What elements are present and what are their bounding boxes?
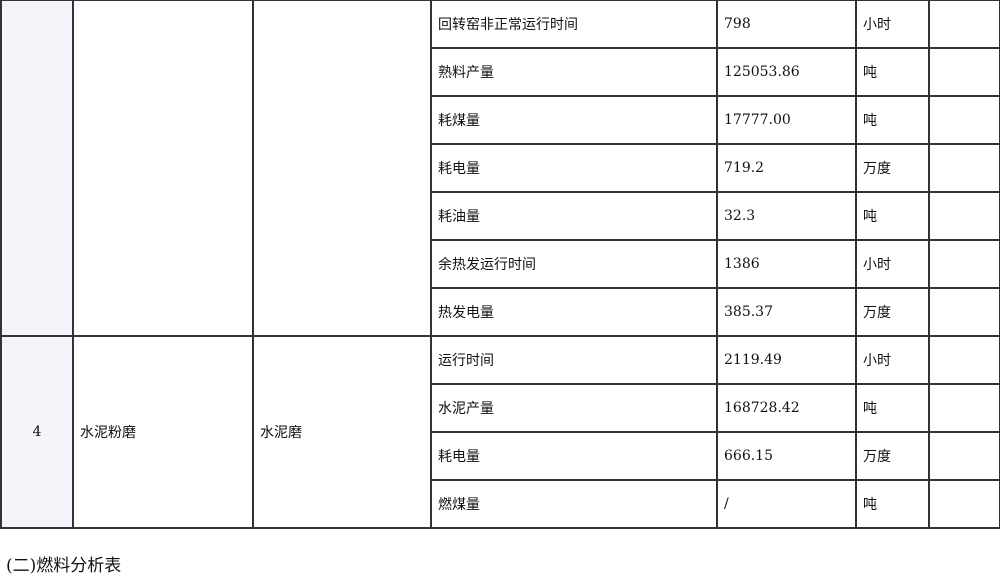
table-row: 熟料产量 125053.86 吨 <box>1 47 1000 97</box>
table-row: 水泥产量 168728.42 吨 <box>1 383 1000 433</box>
item-unit: 万度 <box>855 431 930 481</box>
item-name: 运行时间 <box>430 335 718 385</box>
item-note <box>928 335 1000 385</box>
table-row: 4 水泥粉磨 水泥磨 运行时间 2119.49 小时 <box>0 335 1000 529</box>
item-unit: 吨 <box>855 95 930 145</box>
item-note <box>928 431 1000 481</box>
item-value: 168728.42 <box>716 383 857 433</box>
table-row: 耗煤量 17777.00 吨 <box>1 95 1000 145</box>
item-value: 17777.00 <box>716 95 857 145</box>
item-value: 666.15 <box>716 431 857 481</box>
item-name: 余热发运行时间 <box>430 239 718 289</box>
item-unit: 小时 <box>855 0 930 49</box>
item-value: 385.37 <box>716 287 857 337</box>
process-name: 水泥粉磨 <box>72 335 254 529</box>
item-value: 1386 <box>716 239 857 289</box>
item-note <box>928 239 1000 289</box>
item-unit: 吨 <box>855 47 930 97</box>
section-caption: (二)燃料分析表 <box>6 556 122 576</box>
table-row: 余热发运行时间 1386 小时 <box>1 239 1000 289</box>
item-value: 798 <box>716 0 857 49</box>
item-note <box>928 0 1000 49</box>
row-index <box>0 0 74 337</box>
item-value: 2119.49 <box>716 335 857 385</box>
item-value: 719.2 <box>716 143 857 193</box>
item-name: 耗电量 <box>430 431 718 481</box>
item-note <box>928 479 1000 529</box>
item-note <box>928 95 1000 145</box>
item-unit: 万度 <box>855 143 930 193</box>
table-row: 燃煤量 / 吨 <box>1 479 1000 529</box>
item-unit: 小时 <box>855 335 930 385</box>
item-note <box>928 383 1000 433</box>
item-name: 回转窑非正常运行时间 <box>430 0 718 49</box>
item-value: 125053.86 <box>716 47 857 97</box>
table-row: 回转窑非正常运行时间 798 小时 <box>0 0 1000 337</box>
item-name: 燃煤量 <box>430 479 718 529</box>
equipment-name <box>252 0 432 337</box>
item-name: 水泥产量 <box>430 383 718 433</box>
item-name: 耗油量 <box>430 191 718 241</box>
equipment-name: 水泥磨 <box>252 335 432 529</box>
item-note <box>928 191 1000 241</box>
table-row: 耗电量 719.2 万度 <box>1 143 1000 193</box>
item-note <box>928 287 1000 337</box>
item-name: 热发电量 <box>430 287 718 337</box>
table-row: 耗油量 32.3 吨 <box>1 191 1000 241</box>
item-unit: 万度 <box>855 287 930 337</box>
item-unit: 吨 <box>855 479 930 529</box>
item-name: 熟料产量 <box>430 47 718 97</box>
item-value: 32.3 <box>716 191 857 241</box>
production-data-table: 回转窑非正常运行时间 798 小时 熟料产量 125053.86 吨耗煤量 17777.00… <box>0 0 1000 529</box>
item-unit: 吨 <box>855 383 930 433</box>
item-name: 耗煤量 <box>430 95 718 145</box>
table-row: 热发电量 385.37 万度 <box>1 287 1000 337</box>
item-note <box>928 47 1000 97</box>
item-value: / <box>716 479 857 529</box>
item-name: 耗电量 <box>430 143 718 193</box>
item-unit: 吨 <box>855 191 930 241</box>
process-name <box>72 0 254 337</box>
table-row: 耗电量 666.15 万度 <box>1 431 1000 481</box>
item-note <box>928 143 1000 193</box>
row-index: 4 <box>0 335 74 529</box>
item-unit: 小时 <box>855 239 930 289</box>
